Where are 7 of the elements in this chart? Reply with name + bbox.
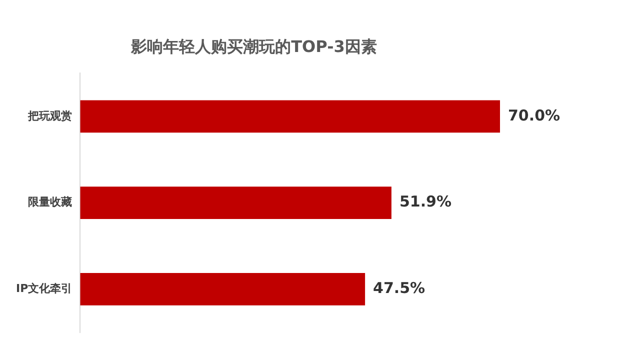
chart-title: 影响年轻人购买潮玩的TOP-3因素 (130, 36, 377, 56)
y-tick-label: 限量收藏 (28, 196, 72, 209)
data-label: 70.0% (508, 106, 560, 124)
y-tick-label: IP文化牵引 (16, 282, 72, 296)
data-label: 51.9% (399, 192, 452, 211)
y-tick-label: 把玩观赏 (27, 109, 72, 122)
data-label: 47.5% (373, 279, 426, 298)
